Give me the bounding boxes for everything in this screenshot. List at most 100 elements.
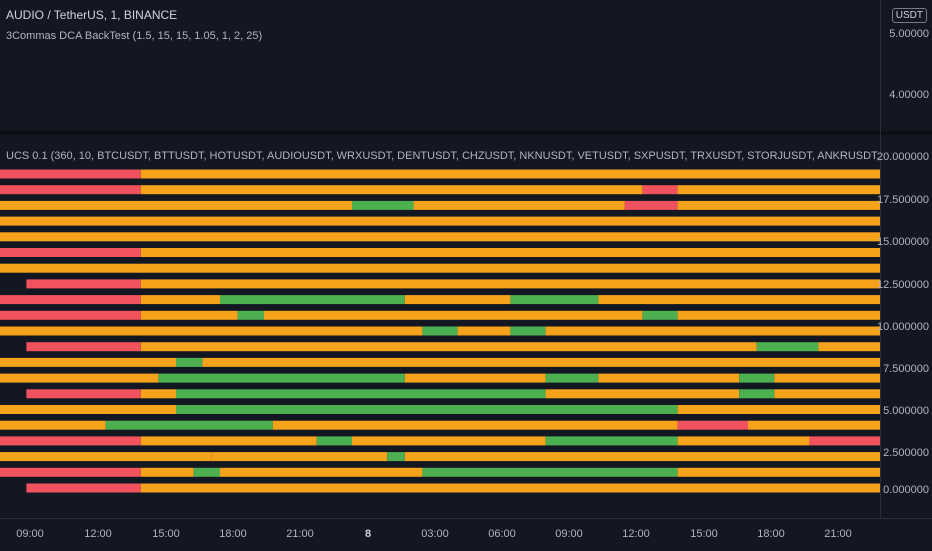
ucs-segment-green bbox=[739, 389, 775, 399]
ucs-segment-red bbox=[0, 169, 141, 179]
ucs-row bbox=[0, 216, 880, 226]
ucs-segment-red bbox=[26, 279, 141, 289]
ucs-segment-green bbox=[422, 326, 458, 336]
time-tick: 12:00 bbox=[84, 528, 112, 540]
time-tick: 15:00 bbox=[152, 528, 180, 540]
ucs-segment-orange bbox=[413, 200, 625, 210]
ucs-segment-red bbox=[0, 467, 141, 477]
ucs-segment-orange bbox=[202, 357, 880, 367]
ucs-segment-orange bbox=[0, 263, 880, 273]
ucs-segment-red bbox=[0, 248, 141, 257]
ucs-row bbox=[0, 295, 880, 305]
ucs-segment-green bbox=[176, 405, 678, 414]
ucs-tick: 5.000000 bbox=[883, 405, 929, 417]
ucs-tick: 17.500000 bbox=[877, 194, 929, 206]
ucs-segment-green bbox=[237, 310, 264, 320]
ucs-segment-green bbox=[387, 452, 405, 462]
ucs-segment-green bbox=[176, 389, 546, 399]
ucs-segment-orange bbox=[0, 200, 352, 210]
ucs-tick: 15.000000 bbox=[877, 236, 929, 248]
ucs-tick: 20.000000 bbox=[877, 151, 929, 163]
ucs-segment-orange bbox=[677, 467, 880, 477]
ucs-segment-orange bbox=[0, 420, 106, 430]
ucs-segment-orange bbox=[272, 420, 678, 430]
ucs-segment-green bbox=[352, 200, 414, 210]
time-tick: 18:00 bbox=[219, 528, 247, 540]
ucs-row bbox=[0, 310, 880, 320]
ucs-segment-green bbox=[510, 326, 546, 336]
price-tick: 5.00000 bbox=[889, 28, 929, 40]
ucs-segment-orange bbox=[140, 310, 238, 320]
ucs-row bbox=[0, 200, 880, 210]
ucs-segment-orange bbox=[677, 405, 880, 414]
ucs-segment-orange bbox=[264, 310, 643, 320]
pane-separator[interactable] bbox=[0, 131, 932, 135]
ucs-segment-orange bbox=[545, 389, 740, 399]
ucs-segment-green bbox=[642, 310, 678, 320]
ucs-segment-green bbox=[422, 467, 678, 477]
ucs-segment-green bbox=[756, 342, 819, 352]
ucs-segment-green bbox=[176, 357, 203, 367]
ucs-segment-orange bbox=[677, 310, 880, 320]
ucs-segment-orange bbox=[220, 467, 423, 477]
ucs-segment-orange bbox=[774, 389, 880, 399]
time-tick: 06:00 bbox=[488, 528, 516, 540]
ucs-segment-green bbox=[316, 436, 352, 446]
ucs-segment-orange bbox=[140, 467, 194, 477]
time-tick: 18:00 bbox=[757, 528, 785, 540]
ucs-segment-red bbox=[26, 342, 141, 352]
ucs-row bbox=[26, 483, 880, 493]
ucs-segment-orange bbox=[140, 389, 176, 399]
ucs-tick: 2.500000 bbox=[883, 447, 929, 459]
ucs-row bbox=[0, 405, 880, 414]
ucs-legend[interactable]: UCS 0.1 (360, 10, BTCUSDT, BTTUSDT, HOTU… bbox=[6, 150, 880, 162]
ucs-segment-orange bbox=[140, 169, 880, 179]
ucs-segment-orange bbox=[0, 357, 176, 367]
ucs-segment-orange bbox=[545, 326, 880, 336]
ucs-segment-green bbox=[105, 420, 273, 430]
ucs-segment-red bbox=[0, 295, 141, 305]
ucs-row bbox=[0, 263, 880, 273]
symbol-legend[interactable]: AUDIO / TetherUS, 1, BINANCE bbox=[6, 8, 178, 22]
time-axis[interactable]: 09:00 12:00 15:00 18:00 21:00 8 03:00 06… bbox=[0, 518, 932, 551]
ucs-segment-red bbox=[0, 310, 141, 320]
price-tick: 4.00000 bbox=[889, 89, 929, 101]
ucs-segment-orange bbox=[457, 326, 511, 336]
ucs-segment-red bbox=[642, 185, 678, 195]
price-pane[interactable]: AUDIO / TetherUS, 1, BINANCE 3Commas DCA… bbox=[0, 0, 880, 130]
ucs-segment-orange bbox=[404, 373, 546, 383]
ucs-segment-orange bbox=[0, 232, 880, 242]
ucs-row bbox=[0, 467, 880, 477]
ucs-segment-red bbox=[677, 420, 748, 430]
ucs-row bbox=[26, 342, 880, 352]
ucs-segment-orange bbox=[140, 295, 220, 305]
ucs-row bbox=[0, 185, 880, 195]
ucs-segment-orange bbox=[774, 373, 880, 383]
time-tick: 15:00 bbox=[690, 528, 718, 540]
ucs-segment-orange bbox=[140, 436, 317, 446]
ucs-segment-orange bbox=[598, 295, 880, 305]
ucs-segment-green bbox=[545, 373, 599, 383]
ucs-segment-red bbox=[0, 185, 141, 195]
ucs-segment-orange bbox=[404, 452, 880, 462]
ucs-segment-green bbox=[510, 295, 599, 305]
ucs-segment-orange bbox=[0, 216, 880, 226]
ucs-row bbox=[0, 248, 880, 257]
ucs-heatmap bbox=[0, 169, 880, 493]
ucs-pane[interactable] bbox=[0, 136, 880, 518]
ucs-segment-orange bbox=[140, 483, 880, 493]
time-tick: 03:00 bbox=[421, 528, 449, 540]
currency-badge[interactable]: USDT bbox=[891, 8, 927, 23]
ucs-segment-orange bbox=[677, 436, 810, 446]
ucs-segment-orange bbox=[677, 200, 880, 210]
dca-backtest-legend[interactable]: 3Commas DCA BackTest (1.5, 15, 15, 1.05,… bbox=[6, 30, 263, 42]
ucs-row bbox=[0, 452, 880, 462]
ucs-segment-orange bbox=[818, 342, 880, 352]
time-tick: 12:00 bbox=[622, 528, 650, 540]
ucs-segment-orange bbox=[0, 405, 176, 414]
ucs-segment-orange bbox=[140, 342, 757, 352]
ucs-segment-orange bbox=[352, 436, 546, 446]
price-scale[interactable]: USDT 5.00000 4.00000 20.000000 17.500000… bbox=[877, 0, 932, 518]
ucs-segment-orange bbox=[0, 373, 159, 383]
ucs-segment-orange bbox=[598, 373, 740, 383]
